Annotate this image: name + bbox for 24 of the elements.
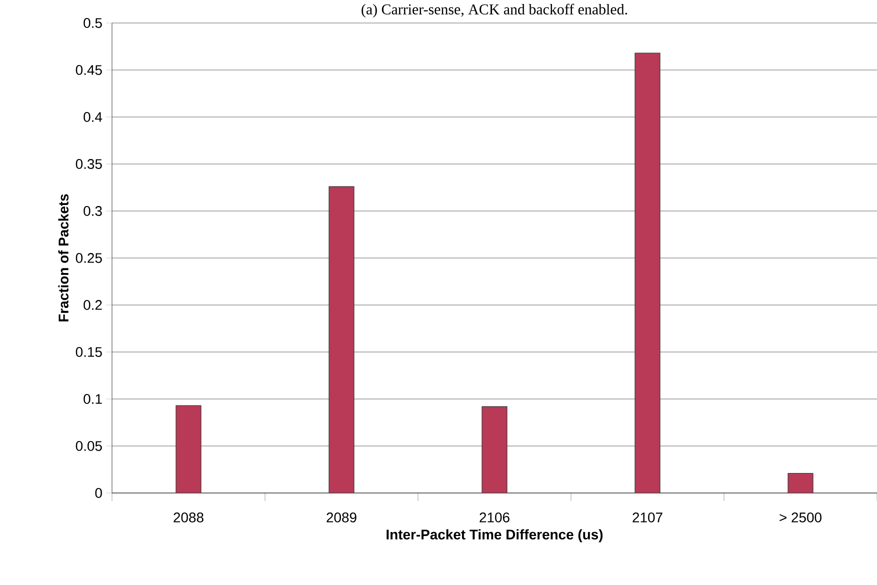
y-tick-label: 0.5 — [84, 18, 102, 28]
y-tick-label: 0 — [95, 488, 102, 498]
x-tick-label: 2106 — [480, 512, 510, 522]
y-tick-label: 0.1 — [84, 394, 102, 404]
y-axis-title: Fraction of Packets — [58, 194, 68, 322]
x-axis-title: Inter-Packet Time Difference (us) — [386, 529, 603, 542]
x-tick-label: 2107 — [632, 512, 662, 522]
x-tick-label: 2089 — [326, 512, 356, 522]
bar — [328, 186, 354, 493]
chart-title: (a) Carrier-sense, ACK and backoff enabled. — [362, 4, 628, 18]
y-tick-label: 0.15 — [76, 347, 102, 357]
x-tick-label: > 2500 — [780, 512, 822, 522]
x-tick-label: 2088 — [174, 512, 204, 522]
y-tick-label: 0.35 — [76, 159, 102, 169]
y-tick-label: 0.4 — [84, 112, 102, 122]
y-tick-label: 0.45 — [76, 65, 102, 75]
bar — [176, 405, 202, 493]
y-tick-label: 0.3 — [84, 206, 102, 216]
bar — [482, 406, 508, 493]
bar — [634, 52, 660, 493]
bar — [788, 472, 814, 493]
y-tick-label: 0.25 — [76, 253, 102, 263]
y-tick-label: 0.05 — [76, 441, 102, 451]
y-tick-label: 0.2 — [84, 300, 102, 310]
